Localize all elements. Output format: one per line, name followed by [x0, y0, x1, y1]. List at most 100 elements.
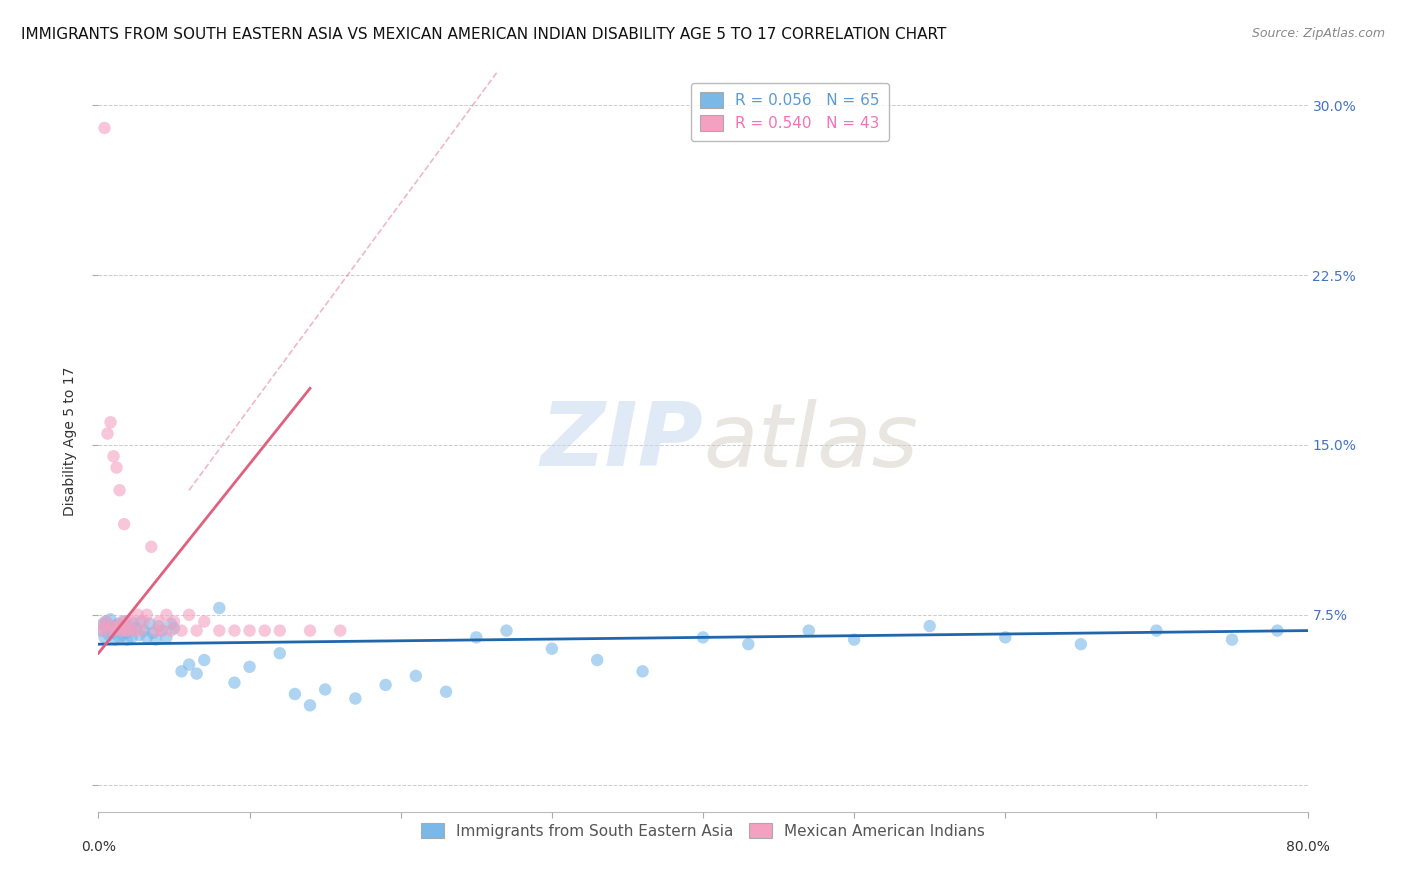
- Text: ZIP: ZIP: [540, 398, 703, 485]
- Point: [631, 665, 654, 679]
- Point: [239, 624, 262, 638]
- Point: [104, 632, 127, 647]
- Point: [93, 631, 115, 645]
- Legend: Immigrants from South Eastern Asia, Mexican American Indians: Immigrants from South Eastern Asia, Mexi…: [415, 816, 991, 845]
- Point: [94, 615, 117, 629]
- Point: [434, 684, 457, 698]
- Point: [269, 646, 291, 660]
- Point: [1144, 624, 1167, 638]
- Point: [208, 624, 231, 638]
- Point: [150, 624, 173, 638]
- Point: [114, 624, 136, 638]
- Point: [111, 628, 134, 642]
- Text: IMMIGRANTS FROM SOUTH EASTERN ASIA VS MEXICAN AMERICAN INDIAN DISABILITY AGE 5 T: IMMIGRANTS FROM SOUTH EASTERN ASIA VS ME…: [21, 27, 946, 42]
- Point: [224, 624, 246, 638]
- Point: [163, 615, 186, 629]
- Point: [103, 449, 125, 463]
- Point: [179, 657, 201, 672]
- Point: [101, 619, 124, 633]
- Point: [120, 624, 142, 638]
- Point: [737, 637, 759, 651]
- Point: [1220, 632, 1243, 647]
- Point: [405, 669, 427, 683]
- Point: [103, 619, 125, 633]
- Y-axis label: Disability Age 5 to 17: Disability Age 5 to 17: [63, 367, 77, 516]
- Point: [994, 631, 1017, 645]
- Point: [101, 625, 124, 640]
- Point: [314, 682, 336, 697]
- Point: [115, 632, 138, 647]
- Point: [844, 632, 866, 647]
- Point: [1070, 637, 1092, 651]
- Point: [112, 517, 135, 532]
- Point: [98, 624, 121, 638]
- Point: [96, 621, 118, 635]
- Text: 80.0%: 80.0%: [1285, 840, 1330, 854]
- Point: [91, 616, 114, 631]
- Point: [127, 607, 149, 622]
- Point: [374, 678, 396, 692]
- Point: [105, 624, 128, 638]
- Point: [160, 616, 183, 631]
- Point: [284, 687, 307, 701]
- Point: [145, 624, 167, 638]
- Point: [132, 615, 155, 629]
- Point: [299, 698, 322, 713]
- Point: [110, 624, 132, 638]
- Point: [155, 631, 177, 645]
- Point: [100, 415, 122, 429]
- Point: [797, 624, 820, 638]
- Point: [108, 631, 131, 645]
- Point: [139, 616, 162, 631]
- Point: [1267, 624, 1289, 638]
- Point: [105, 460, 128, 475]
- Point: [107, 619, 129, 633]
- Point: [193, 615, 215, 629]
- Point: [112, 615, 135, 629]
- Point: [135, 631, 157, 645]
- Point: [93, 120, 115, 135]
- Point: [141, 540, 163, 554]
- Point: [115, 615, 138, 629]
- Point: [90, 624, 112, 638]
- Point: [179, 607, 201, 622]
- Point: [208, 601, 231, 615]
- Point: [110, 621, 132, 635]
- Point: [186, 624, 208, 638]
- Point: [90, 624, 112, 638]
- Point: [96, 426, 118, 441]
- Point: [170, 665, 193, 679]
- Text: Source: ZipAtlas.com: Source: ZipAtlas.com: [1251, 27, 1385, 40]
- Text: 0.0%: 0.0%: [82, 840, 115, 854]
- Point: [193, 653, 215, 667]
- Point: [98, 628, 121, 642]
- Point: [124, 624, 146, 638]
- Point: [104, 624, 127, 638]
- Point: [129, 624, 152, 638]
- Point: [91, 619, 114, 633]
- Point: [586, 653, 609, 667]
- Point: [132, 624, 155, 638]
- Point: [125, 621, 148, 635]
- Point: [692, 631, 714, 645]
- Point: [118, 624, 141, 638]
- Point: [170, 624, 193, 638]
- Point: [329, 624, 352, 638]
- Point: [540, 641, 562, 656]
- Point: [122, 616, 145, 631]
- Point: [145, 632, 167, 647]
- Point: [155, 607, 177, 622]
- Point: [121, 631, 143, 645]
- Point: [253, 624, 276, 638]
- Point: [111, 615, 134, 629]
- Point: [160, 624, 183, 638]
- Point: [142, 625, 165, 640]
- Text: atlas: atlas: [703, 399, 918, 484]
- Point: [118, 619, 141, 633]
- Point: [135, 607, 157, 622]
- Point: [186, 666, 208, 681]
- Point: [465, 631, 488, 645]
- Point: [114, 625, 136, 640]
- Point: [128, 628, 150, 642]
- Point: [108, 483, 131, 498]
